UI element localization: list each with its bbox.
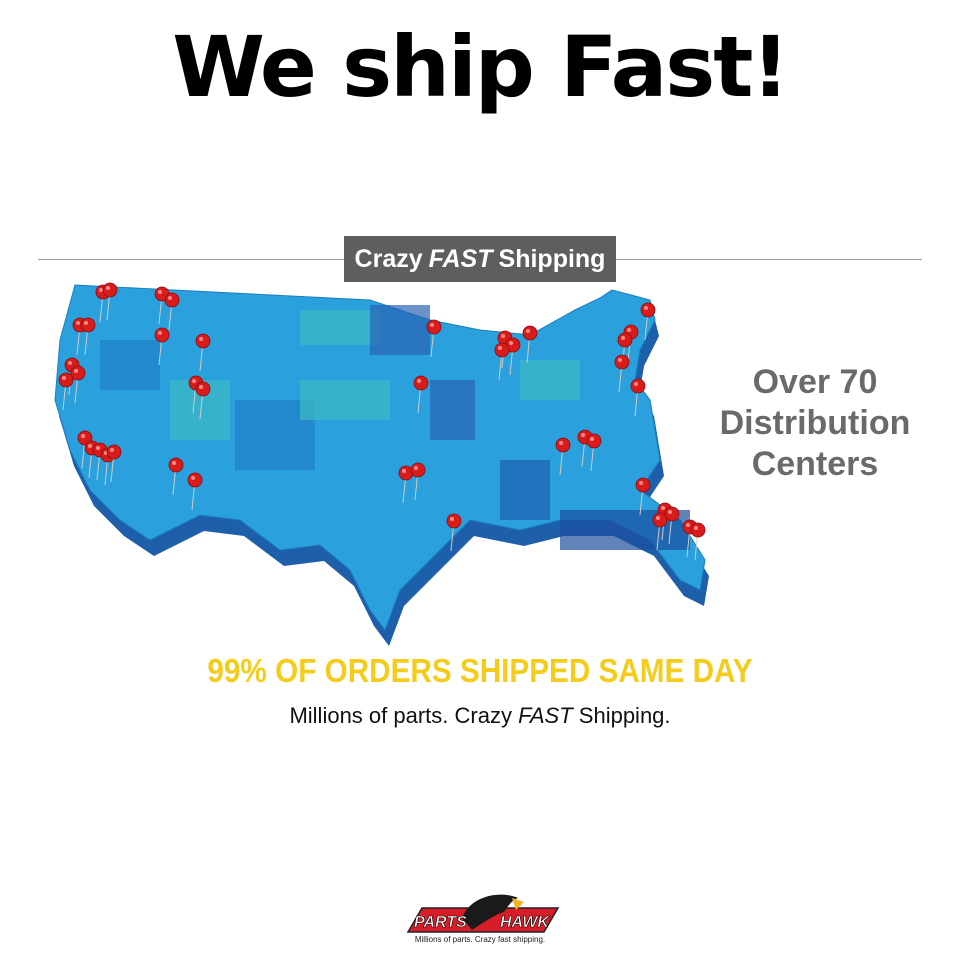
distribution-pin-icon [195,381,211,420]
distribution-pin-icon [58,372,74,411]
distribution-pin-icon [652,512,668,551]
distribution-pin-icon [630,378,646,417]
parts-hawk-logo: PARTS HAWK [406,894,560,933]
distribution-pin-icon [635,477,651,516]
logo-right: HAWK [500,914,550,931]
centers-line: Distribution [719,404,911,442]
tagline-suffix: Shipping. [572,703,671,728]
distribution-pin-icon [586,433,602,472]
tagline-emphasis: FAST [518,703,573,728]
distribution-pin-icon [690,522,706,561]
tagline-prefix: Millions of parts. Crazy [289,703,519,728]
distribution-pin-icon [70,365,86,404]
distribution-pin-icon [426,319,442,358]
distribution-pin-icon [154,327,170,366]
distribution-centers-text: Over 70 Distribution Centers [705,362,925,485]
distribution-pin-icon [168,457,184,496]
state-region [300,380,390,420]
same-day-text: 99% OF ORDERS SHIPPED SAME DAY [207,652,753,689]
distribution-pin-icon [555,437,571,476]
badge-prefix: Crazy [354,244,423,273]
state-region [500,460,550,520]
shipping-badge: Crazy FAST Shipping [344,236,616,282]
distribution-pin-icon [505,337,521,376]
distribution-pin-icon [494,342,510,381]
tagline: Millions of parts. Crazy FAST Shipping. [0,703,960,729]
state-region [100,340,160,390]
state-region [430,380,475,440]
distribution-pin-icon [617,332,633,371]
distribution-pin-icon [413,375,429,414]
state-region [370,305,430,355]
distribution-pin-icon [164,292,180,331]
distribution-pin-icon [410,462,426,501]
distribution-pin-icon [106,444,122,483]
distribution-pin-icon [664,506,680,545]
distribution-pin-icon [640,302,656,341]
distribution-pin-icon [614,354,630,393]
distribution-pin-icon [446,513,462,552]
badge-suffix: Shipping [498,244,606,273]
logo-left: PARTS [414,914,467,931]
logo-subtitle: Millions of parts. Crazy fast shipping. [414,935,546,944]
distribution-pin-icon [398,465,414,504]
distribution-pin-icon [102,282,118,321]
us-map [54,282,709,646]
distribution-pin-icon [187,472,203,511]
state-region [300,310,380,345]
distribution-pin-icon [522,325,538,364]
headline: We ship Fast! [172,18,789,116]
centers-line: Centers [751,445,879,483]
distribution-pin-icon [80,317,96,356]
centers-line: Over 70 [752,363,878,401]
badge-emphasis: FAST [428,244,493,273]
distribution-pin-icon [195,333,211,372]
state-region [520,360,580,400]
